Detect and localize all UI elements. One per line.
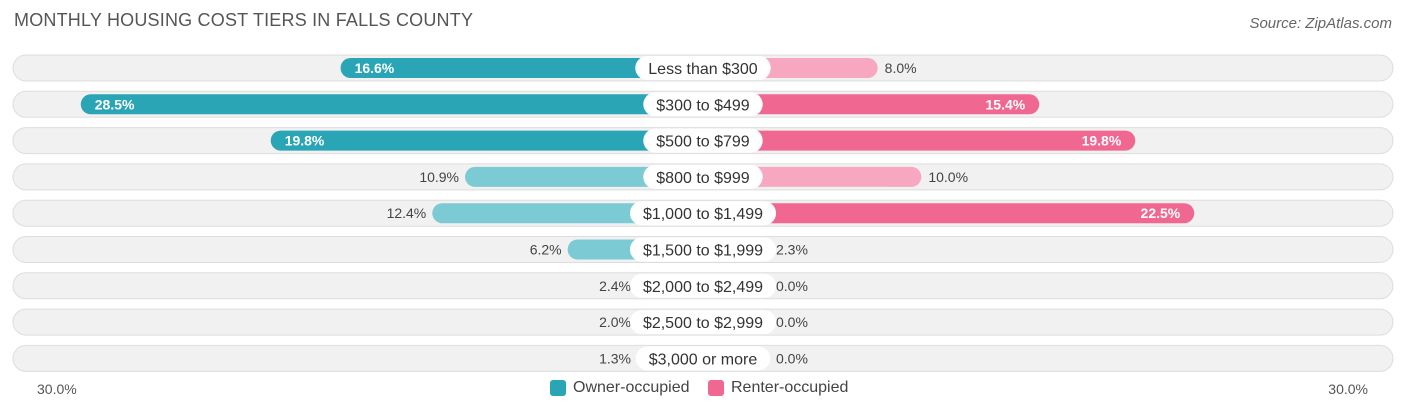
legend: Owner-occupied Renter-occupied: [0, 379, 1406, 401]
category-label: $500 to $799: [656, 134, 750, 151]
axis-left-label: 30.0%: [37, 381, 77, 397]
renter-bar: [703, 203, 1195, 224]
legend-renter-swatch: [708, 380, 724, 396]
renter-value-label: 10.0%: [928, 169, 968, 185]
owner-value-label: 19.8%: [285, 133, 325, 149]
owner-value-label: 2.4%: [599, 278, 631, 294]
renter-value-label: 2.3%: [776, 242, 808, 258]
category-pill: [629, 237, 777, 262]
category-pill: [643, 92, 763, 117]
category-pill: [635, 56, 771, 80]
owner-bar: [340, 58, 703, 78]
legend-owner: Owner-occupied: [550, 379, 690, 397]
renter-value-label: 22.5%: [1141, 205, 1181, 221]
category-label: $3,000 or more: [649, 351, 758, 368]
owner-value-label: 1.3%: [599, 350, 631, 366]
owner-value-label: 6.2%: [530, 242, 562, 258]
category-pill: [629, 310, 777, 335]
renter-value-label: 0.0%: [776, 350, 808, 366]
owner-bar: [465, 166, 703, 187]
category-label: $800 to $999: [656, 170, 750, 187]
legend-renter: Renter-occupied: [708, 379, 848, 397]
category-pill: [643, 164, 763, 189]
source-credit: Source: ZipAtlas.com: [1249, 15, 1392, 32]
renter-value-label: 0.0%: [776, 314, 808, 330]
renter-value-label: 8.0%: [885, 60, 917, 76]
owner-bar: [80, 94, 703, 115]
category-pill: [635, 346, 771, 371]
category-label: $1,500 to $1,999: [643, 243, 763, 260]
category-label: $2,500 to $2,999: [643, 315, 763, 332]
owner-value-label: 10.9%: [419, 169, 459, 185]
category-label: $1,000 to $1,499: [643, 206, 763, 223]
category-label: Less than $300: [648, 61, 758, 78]
renter-value-label: 15.4%: [986, 96, 1026, 112]
category-pill: [629, 201, 777, 226]
chart-title: MONTHLY HOUSING COST TIERS IN FALLS COUN…: [14, 10, 474, 30]
owner-bar: [270, 130, 703, 151]
category-pill: [643, 128, 763, 153]
renter-bar: [703, 94, 1040, 115]
renter-value-label: 0.0%: [776, 278, 808, 294]
axis-right-label: 30.0%: [1328, 381, 1368, 397]
renter-value-label: 19.8%: [1082, 133, 1122, 149]
legend-owner-swatch: [550, 380, 566, 396]
renter-bar: [703, 130, 1136, 151]
category-pill: [629, 273, 777, 298]
owner-value-label: 16.6%: [355, 60, 395, 76]
owner-value-label: 28.5%: [95, 96, 135, 112]
category-label: $300 to $499: [656, 97, 750, 114]
legend-renter-label: Renter-occupied: [731, 379, 849, 396]
owner-value-label: 12.4%: [387, 205, 427, 221]
category-label: $2,000 to $2,499: [643, 279, 763, 296]
legend-owner-label: Owner-occupied: [573, 379, 690, 396]
owner-value-label: 2.0%: [599, 314, 631, 330]
